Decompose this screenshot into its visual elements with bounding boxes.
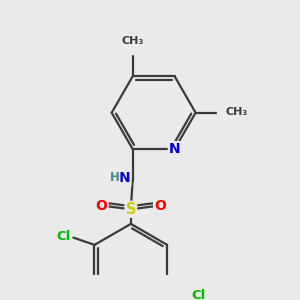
Text: O: O: [96, 200, 108, 213]
Text: N: N: [119, 171, 130, 185]
Text: CH₃: CH₃: [122, 36, 144, 46]
Text: O: O: [154, 200, 166, 213]
Text: Cl: Cl: [191, 289, 206, 300]
Text: H: H: [110, 171, 119, 184]
Text: Cl: Cl: [56, 230, 70, 243]
Text: N: N: [169, 142, 181, 156]
Text: CH₃: CH₃: [226, 107, 248, 117]
Text: S: S: [126, 202, 136, 217]
